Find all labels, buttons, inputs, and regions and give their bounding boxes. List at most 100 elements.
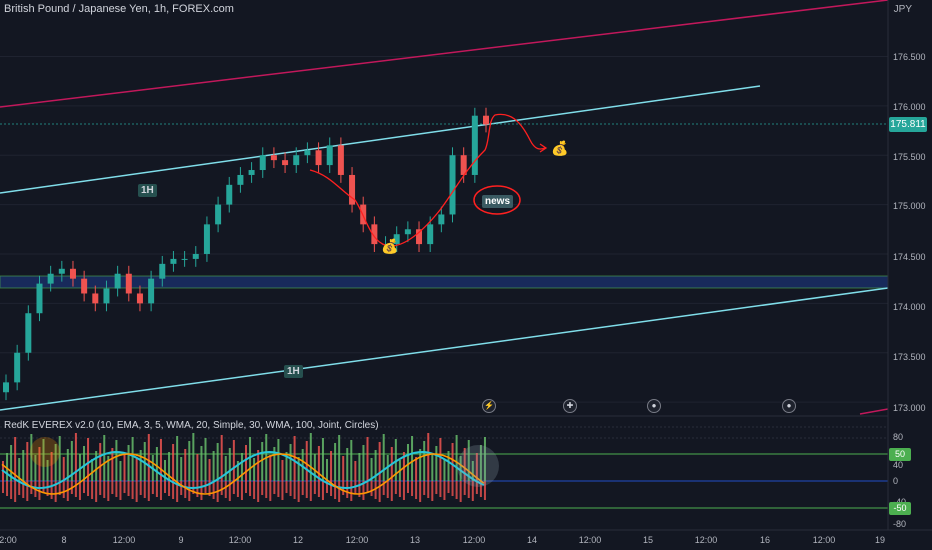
price-label: 174.500	[893, 252, 926, 262]
indicator-bar	[342, 456, 345, 481]
time-label: 19	[874, 535, 886, 545]
indicator-bar	[103, 481, 106, 498]
indicator-bar	[261, 442, 264, 481]
time-label: 12:00	[812, 535, 836, 545]
indicator-bar	[204, 481, 207, 493]
indicator-bar	[83, 481, 85, 493]
indicator-bar	[184, 481, 187, 498]
news-circle[interactable]	[473, 185, 521, 215]
indicator-bar	[236, 461, 239, 481]
time-label: 12:00	[694, 535, 718, 545]
indicator-bar	[277, 481, 280, 497]
candle-body	[427, 224, 434, 245]
indicator-bar	[431, 481, 434, 501]
indicator-bar	[467, 481, 470, 498]
indicator-bar	[159, 481, 162, 500]
indicator-bar	[91, 459, 94, 481]
indicator-bar	[10, 445, 13, 481]
indicator-bar	[228, 448, 231, 481]
timeframe-badge-lower[interactable]: 1H	[284, 365, 303, 378]
event-uk-flag-icon[interactable]: ✚	[563, 399, 577, 413]
indicator-bar	[99, 481, 102, 495]
timeframe-badge-upper[interactable]: 1H	[138, 184, 157, 197]
indicator-bar	[398, 481, 401, 497]
indicator-tag-minus50: -50	[889, 502, 911, 515]
indicator-bar	[253, 481, 256, 499]
indicator-bar	[330, 481, 333, 496]
indicator-bar	[139, 450, 142, 481]
indicator-bar	[119, 481, 122, 500]
drawn-path[interactable]	[309, 113, 546, 247]
indicator-bar	[317, 446, 320, 481]
event-lightning-icon[interactable]: ⚡	[482, 399, 496, 413]
event-jp-flag-icon[interactable]: ●	[647, 399, 661, 413]
indicator-bar	[46, 460, 49, 481]
indicator-bar	[407, 444, 409, 481]
indicator-bar	[285, 481, 288, 493]
indicator-bar	[240, 453, 243, 481]
indicator-bar	[111, 481, 114, 494]
indicator-bar	[354, 461, 357, 481]
news-badge[interactable]: news	[482, 195, 514, 208]
indicator-bar	[168, 452, 171, 481]
upper-line-lower-segment[interactable]	[859, 408, 889, 415]
indicator-scale-label: 0	[893, 476, 899, 486]
event-jp-flag-icon[interactable]: ●	[782, 399, 796, 413]
indicator-bar	[212, 481, 215, 499]
indicator-bar	[362, 445, 365, 481]
channel-upper-line[interactable]	[0, 85, 761, 194]
indicator-bar	[14, 437, 17, 481]
indicator-bar	[394, 481, 397, 494]
indicator-bar	[107, 481, 110, 501]
indicator-bar	[370, 481, 373, 496]
indicator-bar	[439, 481, 442, 497]
indicator-bar	[236, 481, 239, 497]
indicator-bar	[123, 481, 126, 493]
indicator-title[interactable]: RedK EVEREX v2.0 (10, EMA, 3, 5, WMA, 20…	[4, 420, 379, 431]
time-label: 12:00	[228, 535, 252, 545]
indicator-bar	[50, 481, 53, 499]
indicator-bar	[99, 443, 102, 481]
indicator-bar	[439, 438, 442, 481]
indicator-bar	[419, 449, 422, 481]
indicator-bar	[18, 481, 21, 495]
drawn-arrow-head	[539, 143, 548, 153]
indicator-bar	[370, 458, 373, 481]
time-label: 12:00	[345, 535, 369, 545]
indicator-bar	[180, 481, 183, 495]
indicator-bar	[443, 481, 446, 500]
indicator-bar	[204, 438, 207, 481]
upper-trend-line[interactable]	[0, 0, 889, 108]
price-label: 176.000	[893, 102, 926, 112]
indicator-bar	[208, 481, 211, 496]
indicator-bar	[305, 481, 308, 498]
candle-body	[47, 273, 54, 284]
channel-lower-line[interactable]	[0, 287, 889, 411]
time-label: 12:00	[112, 535, 136, 545]
indicator-bar	[164, 481, 166, 493]
candle-body	[181, 258, 188, 260]
indicator-bar	[402, 481, 405, 500]
indicator-bar	[253, 458, 256, 481]
grid-lines	[0, 55, 888, 403]
indicator-bar	[463, 481, 466, 495]
candle-body	[438, 214, 445, 225]
indicator-bar	[38, 447, 41, 481]
indicator-bar	[358, 453, 361, 481]
price-label: 176.500	[893, 52, 926, 62]
indicator-bar	[54, 444, 57, 481]
chart-title[interactable]: British Pound / Japanese Yen, 1h, FOREX.…	[4, 3, 234, 15]
indicator-bar	[269, 481, 272, 501]
candles[interactable]	[3, 107, 489, 401]
indicator-bar	[301, 481, 304, 495]
indicator-bar	[26, 442, 29, 481]
candle-body	[3, 382, 9, 393]
candle-body	[125, 273, 132, 294]
indicator-bar	[184, 449, 187, 481]
indicator-bar	[475, 481, 478, 494]
indicator-bar	[87, 481, 90, 496]
money-bag-icon[interactable]: 💰	[551, 140, 569, 156]
money-bag-icon[interactable]: 💰	[381, 238, 399, 254]
support-zone[interactable]	[0, 275, 889, 289]
